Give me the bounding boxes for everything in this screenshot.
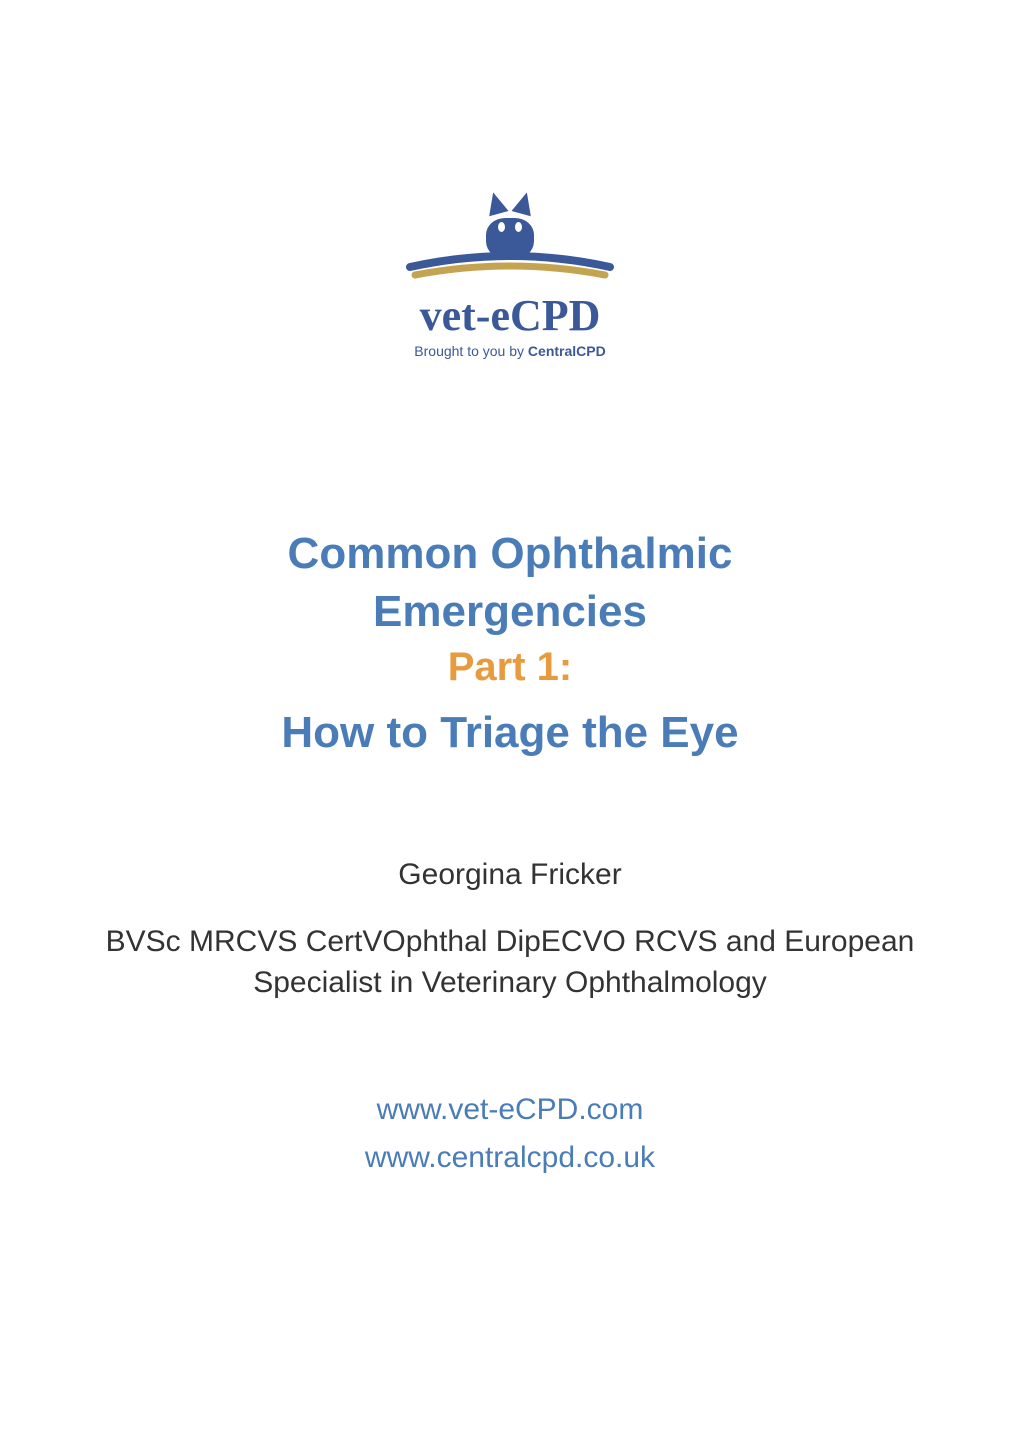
website-link-1: www.vet-eCPD.com [377, 1093, 644, 1127]
document-part-label: Part 1: [448, 645, 573, 690]
author-credentials: BVSc MRCVS CertVOphthal DipECVO RCVS and… [0, 922, 1020, 1003]
document-title-line1: Common Ophthalmic [288, 529, 733, 579]
author-name: Georgina Fricker [398, 858, 621, 892]
logo-brand-text: vet-eCPD [420, 290, 601, 341]
logo-text-e: e [490, 291, 510, 340]
website-link-2: www.centralcpd.co.uk [365, 1141, 655, 1175]
swoosh-icon [400, 245, 620, 285]
document-title-line2: Emergencies [373, 587, 647, 637]
tagline-bold: CentralCPD [528, 343, 606, 359]
logo-container: vet-eCPD Brought to you by CentralCPD [400, 190, 620, 359]
logo-text-dash: - [476, 291, 491, 340]
logo-tagline: Brought to you by CentralCPD [414, 343, 605, 359]
logo-text-cpd: CPD [510, 291, 600, 340]
document-subtitle: How to Triage the Eye [281, 708, 738, 758]
logo-text-vet: vet [420, 291, 476, 340]
tagline-prefix: Brought to you by [414, 343, 528, 359]
